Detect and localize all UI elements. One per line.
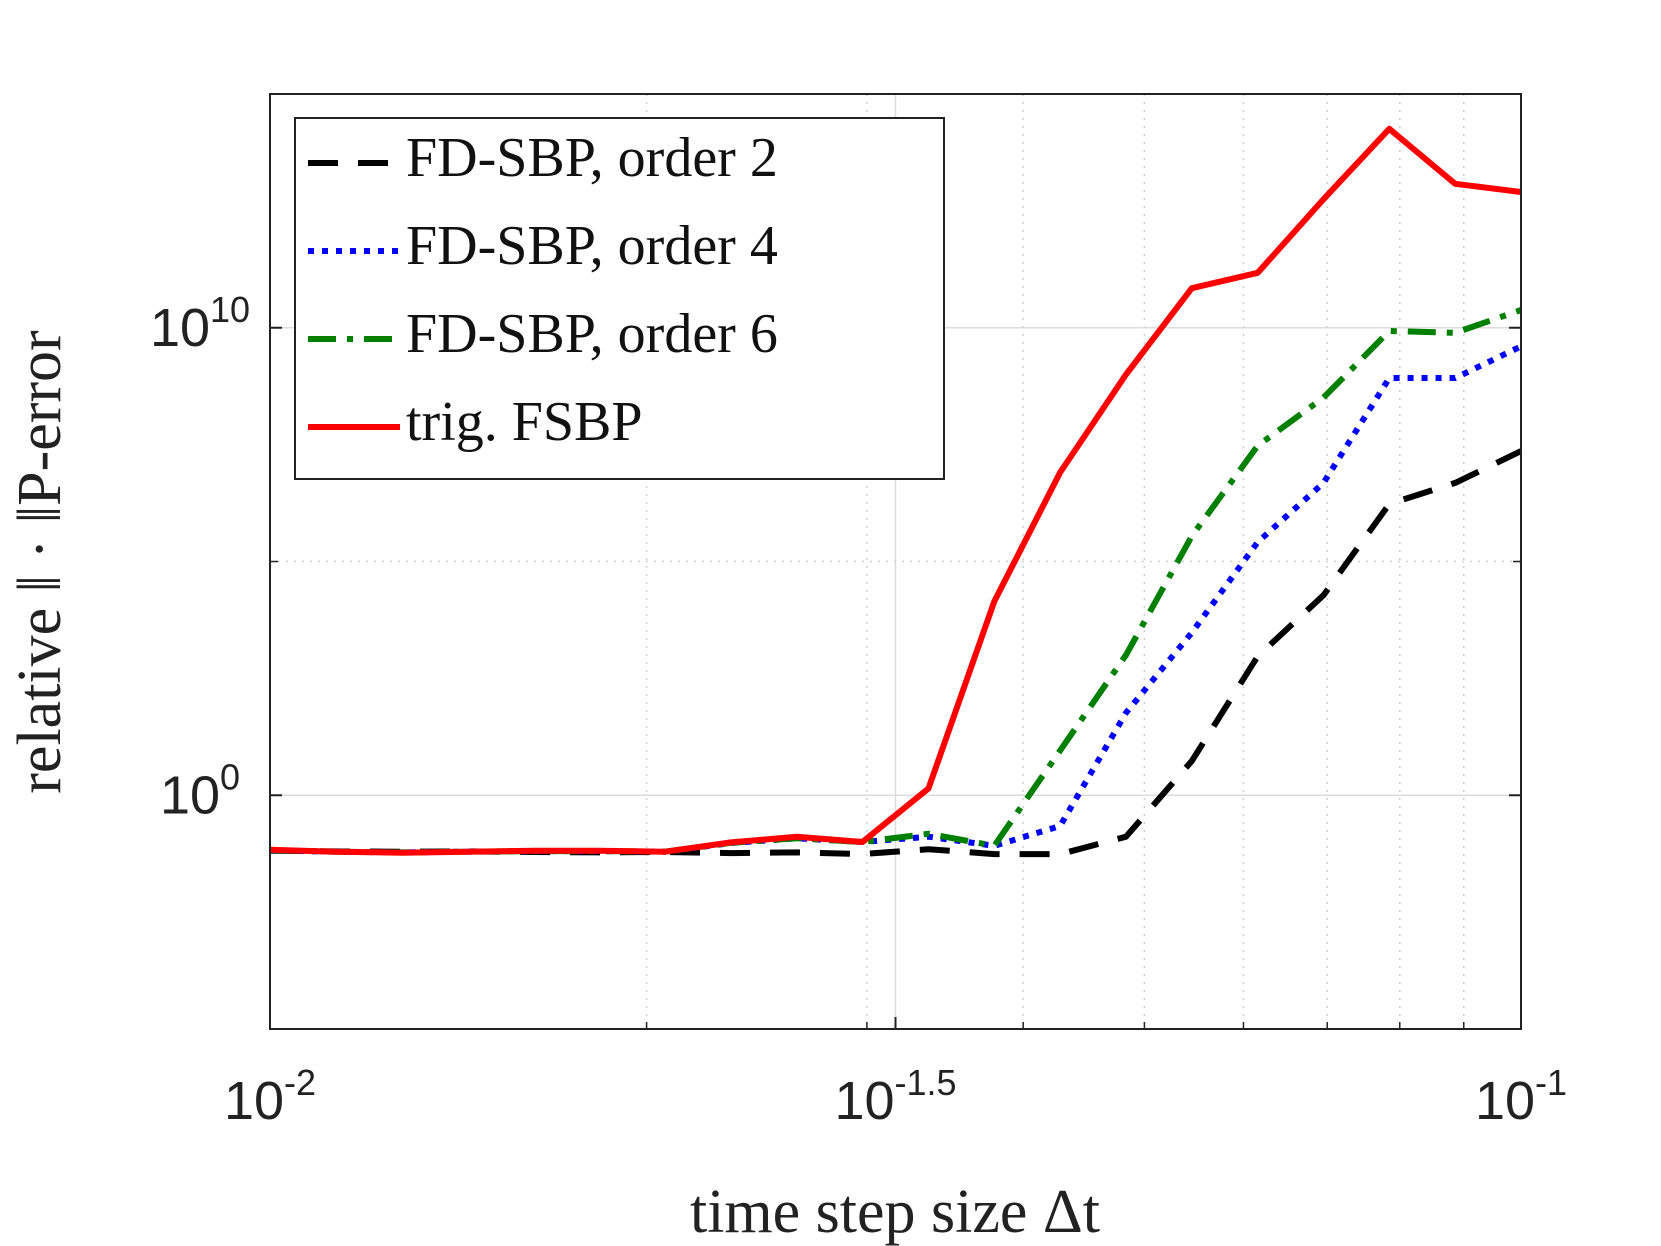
tick-base: 10 <box>1475 1071 1535 1131</box>
legend-label: FD-SBP, order 2 <box>406 127 778 189</box>
legend-box <box>294 117 945 480</box>
x-axis-label: time step size Δt <box>690 1178 1100 1246</box>
legend: FD-SBP, order 2 FD-SBP, order 4 FD-SBP, or… <box>294 117 945 480</box>
y-axis-label: relative ‖ · ‖P-error <box>6 330 74 794</box>
tick-exponent: -1 <box>1535 1062 1567 1103</box>
tick-label: 1010 <box>150 289 250 358</box>
tick-base: 10 <box>224 1071 284 1131</box>
tick-label: 10-1 <box>1475 1062 1567 1131</box>
tick-label: 10-1.5 <box>834 1062 956 1131</box>
tick-label: 100 <box>160 756 240 825</box>
legend-label: FD-SBP, order 6 <box>406 303 778 365</box>
tick-base: 10 <box>834 1071 894 1131</box>
legend-label: trig. FSBP <box>406 391 643 453</box>
legend-label: FD-SBP, order 4 <box>406 215 778 277</box>
tick-exponent: -1.5 <box>895 1062 957 1103</box>
tick-exponent: 10 <box>210 289 250 330</box>
tick-base: 10 <box>150 298 210 358</box>
plot-lines <box>269 125 1523 858</box>
series-line <box>269 125 1522 856</box>
tick-base: 10 <box>160 765 220 825</box>
tick-exponent: -2 <box>284 1062 316 1103</box>
tick-exponent: 0 <box>220 756 240 797</box>
tick-label: 10-2 <box>224 1062 316 1131</box>
